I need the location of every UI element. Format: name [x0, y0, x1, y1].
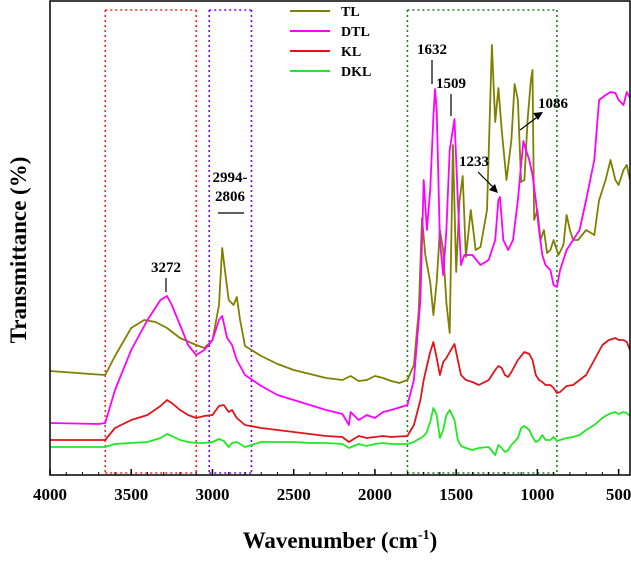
plot-frame: [49, 0, 631, 476]
annotation-1509: 1509: [436, 76, 466, 92]
annotations: 3272 2994- 2806 1632 1509 1233 1086: [151, 42, 569, 292]
x-axis-title: Wavenumber (cm-1): [243, 528, 438, 553]
annotation-1233: 1233: [459, 154, 489, 170]
x-tick-label-3000: 3000: [195, 485, 229, 504]
x-tick-label-2000: 2000: [358, 485, 392, 504]
annotation-2806: 2806: [215, 189, 246, 205]
legend-label-tl: TL: [341, 5, 360, 20]
highlight-regions: [104, 9, 558, 474]
legend-label-dkl: DKL: [341, 65, 371, 80]
annotation-1086-arrowhead: [533, 112, 543, 120]
y-axis-title: Transmittance (%): [6, 157, 31, 344]
series-line-kl: [50, 337, 631, 443]
x-tick-label-500: 500: [606, 485, 631, 504]
x-axis-ticks: 4000 3500 3000 2500 2000 1500 1000 500: [33, 469, 631, 504]
x-axis-title-end: ): [430, 528, 438, 553]
annotation-2994: 2994-: [213, 170, 248, 186]
x-tick-label-1000: 1000: [520, 485, 554, 504]
annotation-3272: 3272: [151, 260, 181, 276]
legend-label-kl: KL: [341, 45, 361, 60]
legend: TL DTL KL DKL: [290, 5, 371, 80]
x-tick-label-4000: 4000: [33, 485, 67, 504]
series-line-dkl: [50, 407, 631, 456]
x-axis-title-main: Wavenumber (cm: [243, 528, 418, 553]
series-line-tl: [49, 44, 631, 384]
series-line-dtl: [49, 88, 631, 426]
x-tick-label-2500: 2500: [277, 485, 311, 504]
x-axis-title-sup: -1: [418, 528, 430, 543]
x-tick-label-3500: 3500: [114, 485, 148, 504]
annotation-1632: 1632: [417, 42, 447, 58]
legend-label-dtl: DTL: [341, 25, 370, 40]
series-lines: [49, 44, 631, 456]
x-tick-label-1500: 1500: [439, 485, 473, 504]
annotation-1086: 1086: [538, 96, 569, 112]
annotation-1233-arrowhead: [489, 184, 498, 193]
